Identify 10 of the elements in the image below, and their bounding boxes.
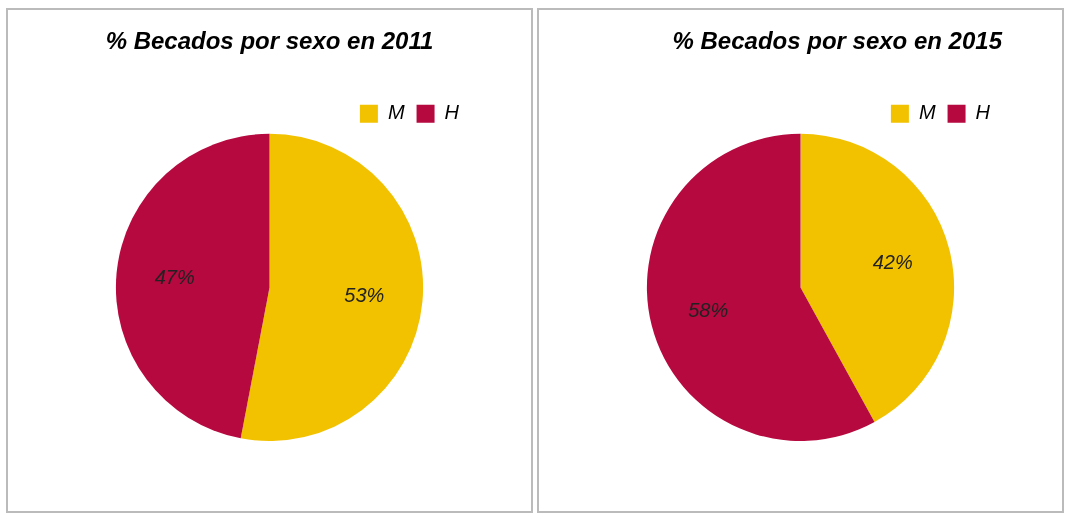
data-label: 58% — [688, 298, 729, 321]
data-label: 42% — [872, 251, 913, 274]
chart-title: % Becados por sexo en 2011 — [105, 27, 434, 55]
data-label: 47% — [154, 266, 195, 288]
legend-label: M — [918, 101, 936, 124]
legend-label: H — [444, 101, 460, 124]
chart-title: % Becados por sexo en 2015 — [672, 27, 1003, 55]
data-label: 53% — [344, 283, 385, 306]
legend-label: M — [387, 101, 405, 124]
legend-label: H — [975, 101, 991, 124]
